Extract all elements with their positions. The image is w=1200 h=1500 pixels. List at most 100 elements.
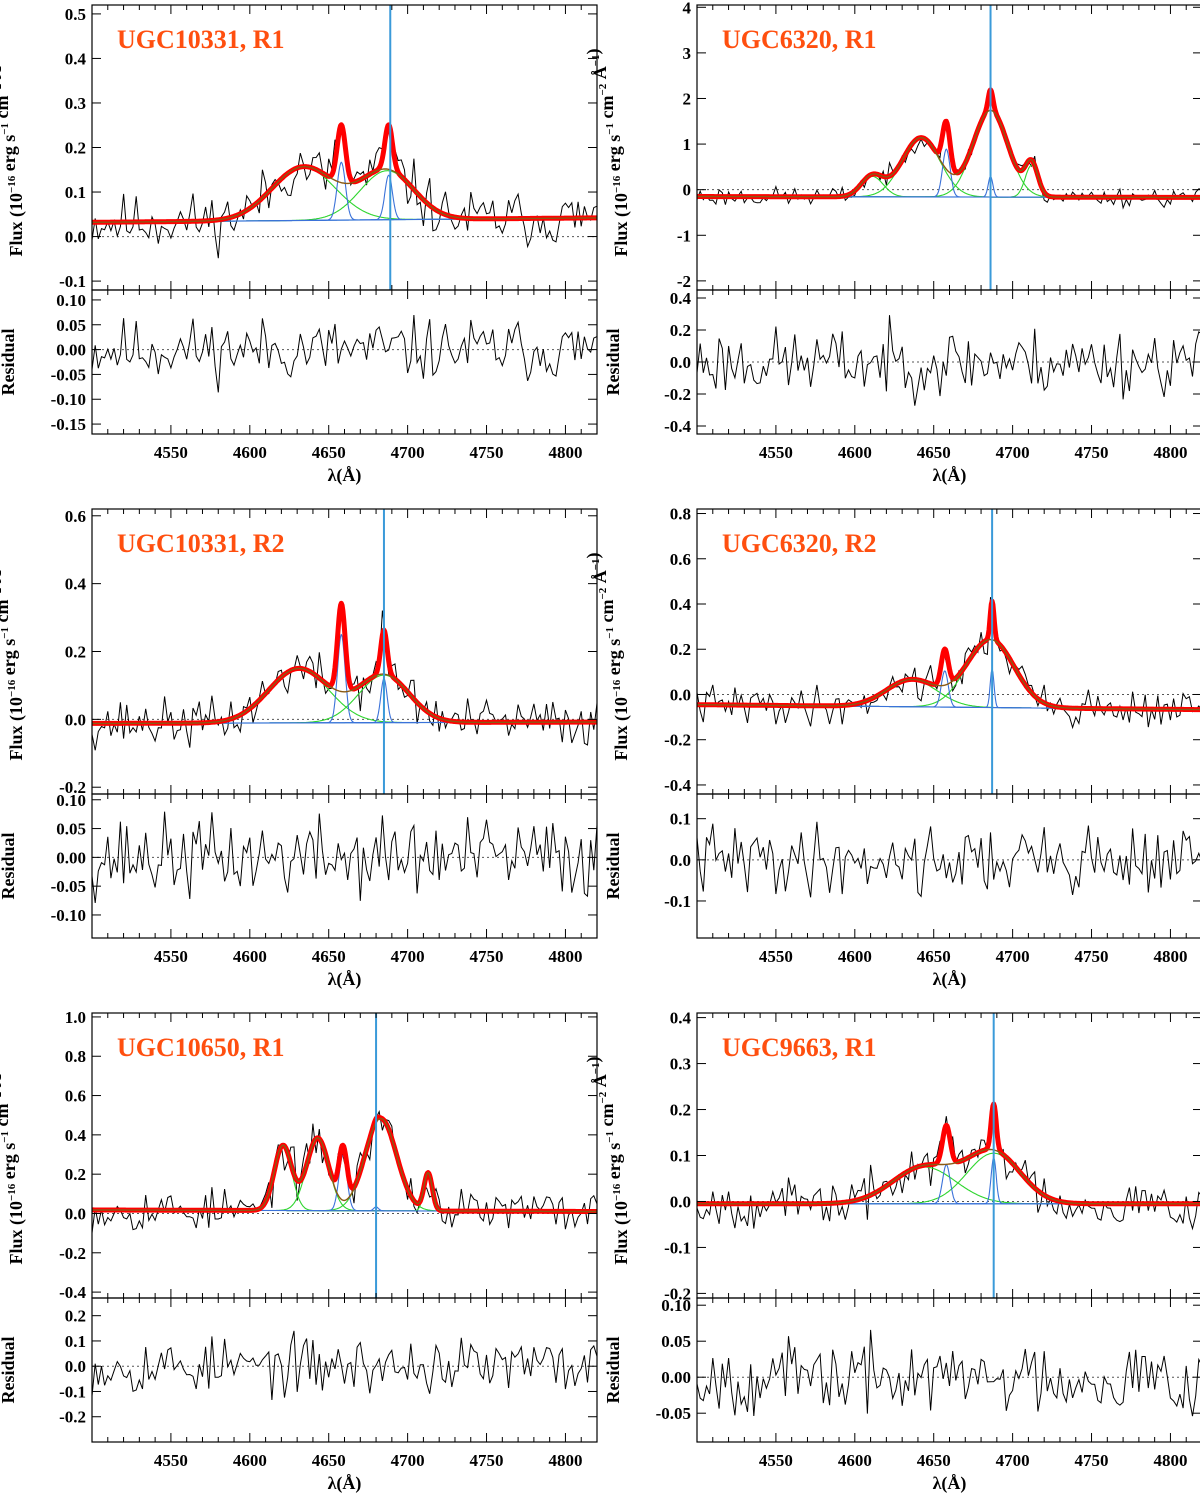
y-label-part: ) [583, 552, 604, 558]
y-label-superscript: −1 [604, 627, 616, 639]
y-tick-label: -0.4 [664, 776, 691, 795]
y-label-superscript: −1 [0, 123, 11, 135]
residual-spectrum [92, 811, 597, 904]
y-label-part: Å [0, 66, 5, 84]
broad-sum-fit [697, 1148, 1200, 1205]
y-label-part: cm [597, 600, 617, 627]
x-tick-label: 4800 [548, 1451, 582, 1470]
panel-title: UGC10331, R1 [117, 25, 285, 54]
panel-4: 4550 4600 4650 4700 4750 4800 -0.4 -0.2 0.0 0.2 0.… [583, 505, 1200, 990]
observed-spectrum [92, 1109, 597, 1234]
y-tick-label: 0.4 [670, 595, 692, 614]
x-tick-label: 4800 [548, 947, 582, 966]
y-tick-label: -2 [677, 272, 691, 291]
total-fit [697, 87, 1200, 200]
panel-5: 4550 4600 4650 4700 4750 4800 -0.4 -0.2 0.0 0.2 0.… [0, 1008, 598, 1494]
y-label-superscript: −1 [604, 123, 616, 135]
panel-2: 4550 4600 4650 4700 4750 4800 -2 -1 0 1 2 3 4 -0.4 -0.… [583, 0, 1200, 486]
residual-plot [697, 821, 1200, 898]
y-label-superscript: −1 [590, 54, 602, 66]
y-tick-label: 1 [683, 135, 692, 154]
x-tick-label: 4600 [233, 947, 267, 966]
x-tick-label: 4700 [996, 1451, 1030, 1470]
y-tick-label: 0.0 [65, 1204, 86, 1223]
y-tick-label: 0.3 [670, 1055, 691, 1074]
x-tick-label: 4600 [838, 443, 872, 462]
broad-sum-fit [92, 1117, 597, 1213]
x-axis-label: λ(Å) [328, 465, 362, 486]
y-label-part: erg s [0, 135, 19, 176]
y-label-superscript: −16 [611, 679, 623, 697]
broad-sum-fit [92, 165, 597, 224]
spectrum-plot [697, 1013, 1200, 1298]
residual-plot [697, 1329, 1200, 1417]
x-tick-label: 4650 [312, 947, 346, 966]
y-label-part: erg s [604, 1143, 624, 1184]
x-tick-label: 4800 [1153, 947, 1187, 966]
y-tick-label: 0.8 [670, 505, 691, 524]
x-tick-label: 4600 [233, 1451, 267, 1470]
y-label-superscript: −16 [6, 1183, 18, 1201]
residual-axis-label: Residual [603, 832, 623, 899]
x-tick-label: 4800 [1153, 443, 1187, 462]
broad-sum-fit [697, 638, 1200, 711]
y-label-superscript: −16 [6, 175, 18, 193]
y-tick-label: 0.6 [670, 550, 691, 569]
y-label-part: erg s [0, 639, 19, 680]
x-tick-label: 4600 [838, 947, 872, 966]
x-tick-label: 4800 [548, 443, 582, 462]
y-label-part: cm [597, 96, 617, 123]
y-tick-label: 0.1 [670, 1147, 691, 1166]
y-tick-label: -0.2 [664, 1284, 691, 1303]
y-label-part: Flux (10 [6, 1201, 27, 1265]
spectrum-plot [92, 5, 597, 290]
residual-tick-label: 0.0 [670, 353, 691, 372]
y-tick-label: 0.5 [65, 5, 86, 24]
panel-title: UGC10331, R2 [117, 529, 285, 558]
residual-tick-label: 0.00 [661, 1368, 691, 1387]
residual-tick-label: 0.05 [56, 820, 86, 839]
residual-frame [696, 1297, 1200, 1443]
x-axis-label: λ(Å) [328, 1473, 362, 1494]
y-label-part: cm [0, 600, 12, 627]
y-tick-label: 4 [683, 0, 692, 17]
residual-axis-label: Residual [603, 1336, 623, 1403]
y-label-part: erg s [0, 1143, 19, 1184]
x-tick-label: 4700 [391, 947, 425, 966]
x-tick-label: 4650 [917, 947, 951, 966]
spectrum-plot [92, 1013, 597, 1298]
y-tick-label: -1 [677, 226, 691, 245]
residual-tick-label: -0.1 [59, 1382, 86, 1401]
y-tick-label: 0.2 [65, 1165, 86, 1184]
residual-tick-label: 0.1 [670, 810, 691, 829]
y-tick-label: 0.4 [65, 1126, 87, 1145]
residual-tick-label: -0.05 [51, 877, 86, 896]
panel-6: 4550 4600 4650 4700 4750 4800 -0.2 -0.1 0.0 0.1 0.… [583, 1009, 1200, 1494]
y-label-superscript: −16 [611, 175, 623, 193]
y-label-part: Flux (10 [6, 193, 27, 257]
y-label-superscript: −16 [611, 1183, 623, 1201]
residual-tick-label: 0.0 [65, 1357, 86, 1376]
y-axis-label: Flux (10−16 erg s−1 cm−2 Å−1) [0, 48, 27, 256]
y-axis-label: Flux (10−16 erg s−1 cm−2 Å−1) [583, 552, 632, 760]
y-label-superscript: −2 [0, 83, 4, 95]
y-tick-label: -0.1 [59, 272, 86, 291]
y-label-superscript: −2 [597, 587, 609, 599]
y-tick-label: 0.4 [65, 49, 87, 68]
y-axis-label: Flux (10−16 erg s−1 cm−2 Å−1) [0, 552, 27, 760]
y-label-part: Å [590, 1074, 610, 1092]
residual-plot [92, 1330, 597, 1401]
y-tick-label: 0.0 [65, 228, 86, 247]
residual-plot [92, 314, 597, 393]
y-tick-label: 1.0 [65, 1008, 86, 1027]
x-tick-label: 4750 [470, 947, 504, 966]
x-axis-label: λ(Å) [933, 969, 967, 990]
y-tick-label: 0.6 [65, 1087, 86, 1106]
y-label-superscript: −2 [597, 83, 609, 95]
x-tick-label: 4600 [838, 1451, 872, 1470]
residual-axis-label: Residual [0, 1336, 18, 1403]
y-label-part: Flux (10 [611, 1201, 632, 1265]
x-tick-label: 4700 [996, 947, 1030, 966]
panel-title: UGC10650, R1 [117, 1033, 285, 1062]
y-label-part: Å [590, 570, 610, 588]
